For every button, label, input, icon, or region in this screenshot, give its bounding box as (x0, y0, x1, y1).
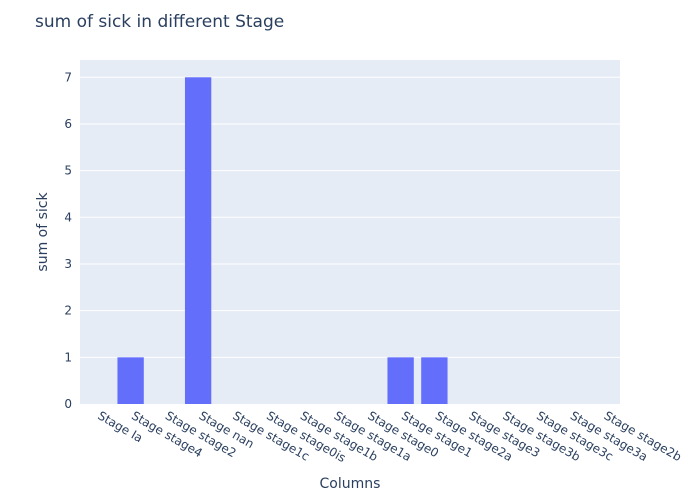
y-tick-label: 0 (64, 397, 72, 411)
y-tick-label: 4 (64, 210, 72, 224)
chart-title: sum of sick in different Stage (35, 12, 285, 32)
y-tick-label: 5 (64, 164, 72, 178)
bar[interactable] (117, 357, 144, 404)
bar[interactable] (184, 77, 212, 404)
bars (117, 77, 448, 404)
x-axis-title: Columns (320, 476, 381, 492)
y-tick-label: 7 (64, 70, 72, 84)
y-tick-labels: 0 1 2 3 4 5 6 7 (64, 70, 72, 411)
y-tick-label: 2 (64, 304, 72, 318)
y-tick-label: 3 (64, 257, 72, 271)
bar[interactable] (387, 357, 414, 404)
bar[interactable] (421, 357, 448, 404)
y-tick-label: 1 (64, 350, 72, 364)
y-axis-title: sum of sick (35, 192, 51, 272)
gridlines (80, 76, 620, 358)
y-tick-label: 6 (64, 117, 72, 131)
plot-area (80, 60, 620, 404)
